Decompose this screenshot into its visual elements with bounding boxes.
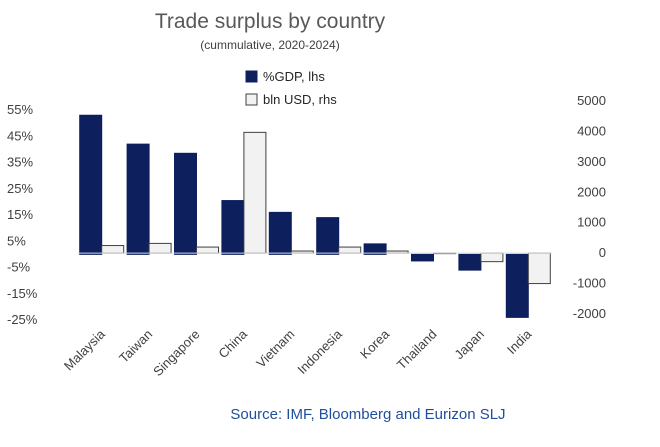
bar-gdp-thailand [411,253,434,262]
bar-gdp-malaysia [79,114,103,255]
right-tick-label: 2000 [577,184,606,199]
right-tick-label: 5000 [577,93,606,108]
right-tick-label: 1000 [577,215,606,230]
bar-gdp-japan [458,253,482,271]
left-tick-label: 15% [7,207,33,222]
category-label: Indonesia [294,326,345,377]
left-tick-label: 25% [7,181,33,196]
legend-swatch-usd [245,93,258,106]
legend-label-usd: bln USD, rhs [263,92,337,107]
chart-title: Trade surplus by country [155,10,386,33]
bar-usd-singapore [196,246,219,254]
left-tick-label: -25% [7,312,38,327]
right-tick-label: 0 [599,245,606,260]
category-label: China [215,326,250,361]
bar-gdp-korea [363,243,387,255]
category-label: Korea [357,326,393,362]
right-tick-label: 4000 [577,123,606,138]
left-axis: 55% 45% 35% 25% 15% 5% -5% -15% -25% [7,102,38,327]
legend: %GDP, lhs bln USD, rhs [245,69,337,107]
bar-usd-japan [480,252,504,263]
right-tick-label: 3000 [577,154,606,169]
category-label: Taiwan [116,327,155,366]
category-label: Thailand [394,327,440,373]
bar-usd-malaysia [101,245,125,254]
left-tick-label: -15% [7,286,38,301]
bar-gdp-taiwan [126,143,150,255]
chart-subtitle: (cummulative, 2020-2024) [200,38,339,52]
left-tick-label: 45% [7,128,33,143]
right-tick-label: -2000 [573,306,606,321]
legend-label-gdp: %GDP, lhs [263,69,325,84]
bar-gdp-vietnam [268,211,292,255]
bars [79,114,551,318]
source-note: Source: IMF, Bloomberg and Eurizon SLJ [230,406,505,423]
category-label: Singapore [150,327,203,380]
bar-usd-indonesia [338,246,362,254]
bar-gdp-indonesia [316,217,340,255]
right-axis: 5000 4000 3000 2000 1000 0 -1000 -2000 [573,93,606,321]
bar-gdp-india [505,253,529,318]
category-label: Japan [451,327,487,363]
bar-gdp-china [221,200,245,255]
bar-gdp-singapore [174,152,197,255]
left-tick-label: 35% [7,155,33,170]
category-label: Vietnam [253,327,297,371]
category-label: Malaysia [61,326,108,373]
left-tick-label: 5% [7,233,26,248]
left-tick-label: -5% [7,260,31,275]
bar-usd-india [527,252,551,285]
bar-usd-taiwan [148,242,172,254]
legend-swatch-gdp [245,70,258,83]
category-label: India [504,326,535,357]
bar-usd-china [243,131,267,254]
left-tick-label: 55% [7,102,33,117]
right-tick-label: -1000 [573,276,606,291]
